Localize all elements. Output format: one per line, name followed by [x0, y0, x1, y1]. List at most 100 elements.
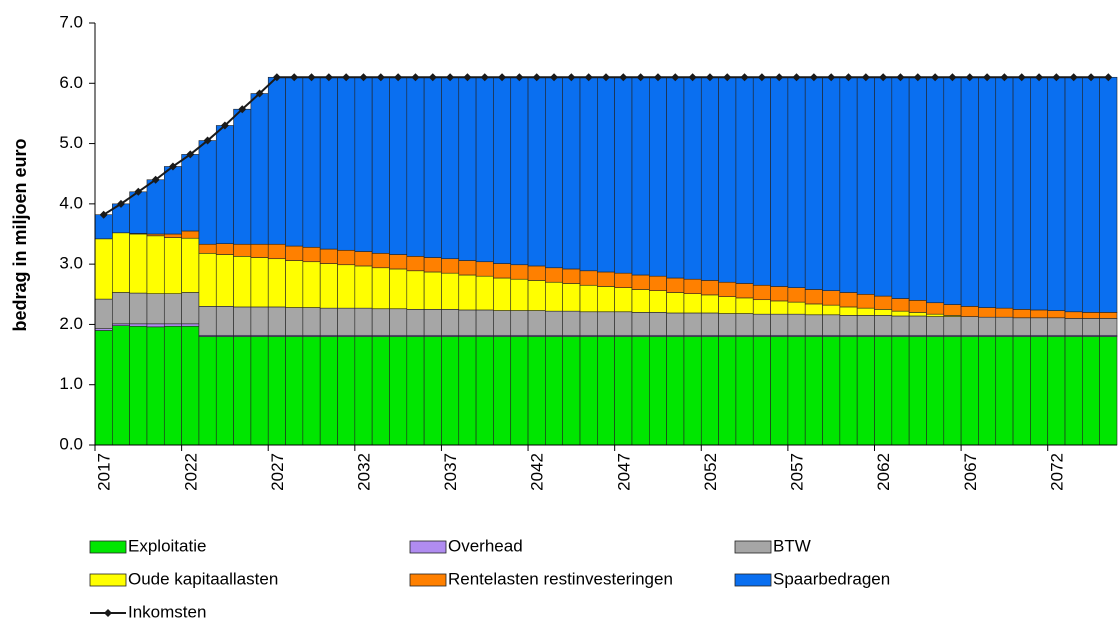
- line-marker: [948, 73, 957, 82]
- bar-segment: [389, 76, 408, 255]
- bar-segment: [1064, 76, 1083, 313]
- x-tick-label: 2057: [788, 453, 807, 491]
- bar-segment: [423, 76, 442, 258]
- line-marker: [705, 73, 714, 82]
- bar-segment: [804, 336, 823, 446]
- bar-segment: [441, 309, 460, 336]
- bar-segment: [406, 76, 425, 257]
- bar-segment: [458, 309, 477, 336]
- bar-segment: [545, 336, 563, 446]
- bar-segment: [1012, 76, 1031, 310]
- y-tick-label: 2.0: [59, 314, 83, 333]
- bar-segment: [1030, 336, 1049, 446]
- bar-segment: [562, 310, 581, 336]
- bar-segment: [406, 256, 425, 272]
- x-tick-label: 2017: [95, 453, 114, 491]
- bar-segment: [163, 323, 182, 327]
- line-marker: [913, 73, 922, 82]
- bar-segment: [631, 336, 650, 446]
- bar-segment: [302, 261, 321, 308]
- bar-segment: [129, 292, 148, 325]
- bar-segment: [302, 336, 321, 446]
- legend-label: Oude kapitaallasten: [128, 569, 278, 588]
- line-marker: [740, 73, 749, 82]
- bar-segment: [337, 336, 356, 446]
- bar-segment: [787, 301, 806, 315]
- bar-segment: [752, 76, 771, 286]
- bar-segment: [995, 316, 1014, 336]
- bar-segment: [649, 275, 667, 291]
- bar-segment: [163, 325, 182, 446]
- bar-segment: [683, 293, 702, 314]
- bar-segment: [614, 311, 633, 336]
- bar-segment: [839, 292, 858, 308]
- bar-segment: [1030, 317, 1049, 336]
- line-marker: [238, 105, 247, 114]
- line-marker: [671, 73, 680, 82]
- bar-segment: [475, 261, 494, 277]
- bar-segment: [926, 336, 945, 446]
- line-marker: [220, 121, 229, 130]
- bar-segment: [649, 312, 667, 336]
- line-marker: [168, 162, 177, 171]
- bar-segment: [129, 191, 148, 234]
- bar-segment: [787, 336, 806, 446]
- line-marker: [1017, 73, 1026, 82]
- legend-swatch: [734, 540, 772, 554]
- bar-segment: [874, 315, 893, 336]
- line-marker: [376, 73, 385, 82]
- bar-segment: [1099, 76, 1118, 313]
- bar-segment: [129, 325, 148, 446]
- bar-segment: [233, 336, 252, 446]
- line-marker: [1052, 73, 1061, 82]
- bar-segment: [493, 277, 512, 311]
- bar-segment: [337, 307, 356, 336]
- bar-segment: [94, 330, 113, 446]
- bar-segment: [441, 258, 460, 274]
- bar-segment: [943, 76, 962, 305]
- bar-segment: [371, 308, 390, 336]
- bar-segment: [510, 278, 529, 311]
- bar-segment: [545, 310, 563, 336]
- bar-segment: [908, 300, 927, 313]
- bar-segment: [562, 336, 581, 446]
- bar-segment: [285, 260, 304, 308]
- bar-segment: [891, 336, 910, 446]
- bar-segment: [493, 336, 512, 446]
- line-marker: [1087, 73, 1096, 82]
- line-marker: [827, 73, 836, 82]
- bar-segment: [250, 306, 269, 336]
- bar-segment: [666, 312, 685, 336]
- bar-segment: [614, 76, 633, 274]
- bar-segment: [527, 280, 546, 311]
- bar-segment: [856, 336, 875, 446]
- bar-segment: [94, 238, 113, 300]
- legend-marker: [104, 609, 112, 617]
- bar-segment: [181, 292, 200, 325]
- x-tick-label: 2032: [354, 453, 373, 491]
- bar-segment: [978, 307, 997, 318]
- line-marker: [879, 73, 888, 82]
- line-marker: [844, 73, 853, 82]
- bar-segment: [579, 284, 598, 313]
- bar-segment: [908, 76, 927, 301]
- bar-segment: [146, 326, 165, 446]
- bar-segment: [1099, 336, 1118, 446]
- y-tick-label: 7.0: [59, 12, 83, 31]
- bar-segment: [1047, 76, 1066, 311]
- bar-segment: [718, 313, 737, 336]
- bar-segment: [1047, 336, 1066, 446]
- bar-segment: [995, 76, 1014, 309]
- bar-segment: [163, 166, 182, 235]
- bar-segment: [406, 309, 425, 336]
- line-marker: [324, 73, 333, 82]
- line-marker: [809, 73, 818, 82]
- bar-segment: [163, 233, 182, 238]
- line-marker: [307, 73, 316, 82]
- line-marker: [1069, 73, 1078, 82]
- line-marker: [619, 73, 628, 82]
- bar-segment: [649, 290, 667, 313]
- x-tick-label: 2037: [441, 453, 460, 491]
- bar-segment: [666, 76, 685, 279]
- bar-segment: [926, 302, 945, 315]
